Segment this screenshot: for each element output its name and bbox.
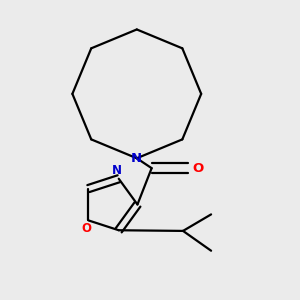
Text: N: N	[131, 152, 142, 165]
Text: O: O	[82, 222, 92, 235]
Text: O: O	[192, 162, 203, 175]
Text: N: N	[112, 164, 122, 177]
